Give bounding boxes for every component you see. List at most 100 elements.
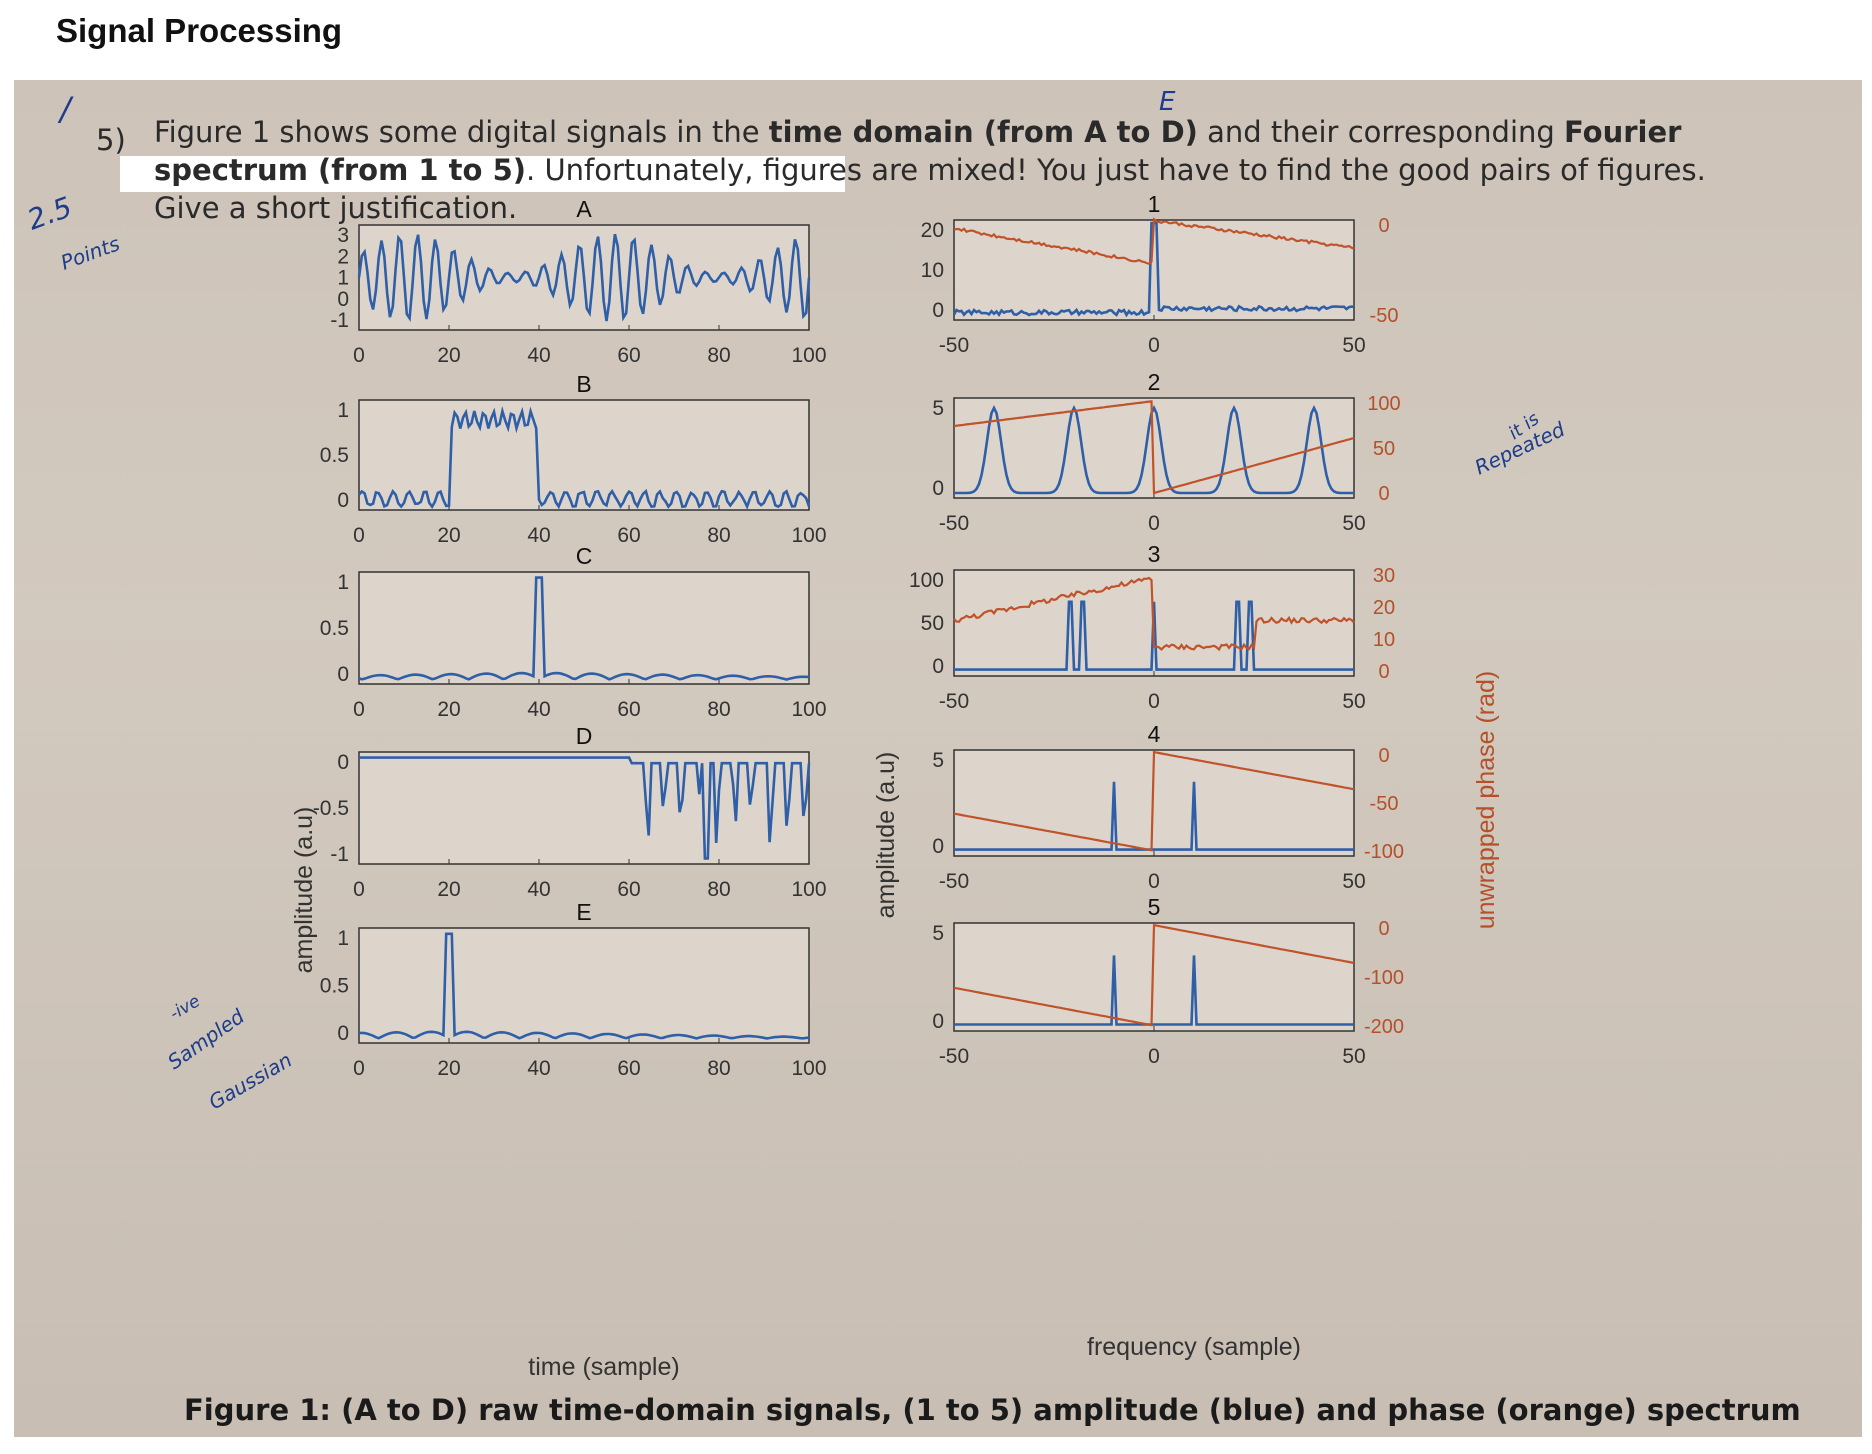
- margin-mark: /: [57, 90, 74, 128]
- x-tick-label: -50: [939, 1045, 969, 1068]
- x-tick-label: 20: [437, 878, 460, 901]
- x-tick-label: 100: [791, 344, 826, 367]
- x-tick-label: 0: [353, 878, 365, 901]
- x-tick-label: 50: [1342, 512, 1365, 535]
- x-tick-label: -50: [939, 690, 969, 713]
- signal-trace: [358, 576, 810, 681]
- y-tick-label: 3: [337, 224, 349, 247]
- page-header: Signal Processing: [56, 12, 343, 49]
- x-tick-label: 100: [791, 524, 826, 547]
- redaction-box: [120, 156, 845, 192]
- photo-of-exam-page: 5) Figure 1 shows some digital signals i…: [14, 80, 1862, 1437]
- y-tick-label: 0: [337, 288, 349, 311]
- y-tick-label: 0: [337, 751, 349, 774]
- amplitude-trace: [954, 955, 1354, 1026]
- y-right-tick-label: 0: [1378, 661, 1389, 683]
- panel-frame: [358, 571, 810, 685]
- y-tick-label: -1: [330, 309, 349, 332]
- y-right-tick-label: 0: [1378, 215, 1389, 237]
- panel-E: E 0 20 40 60 80 100 1 0.5 0: [320, 899, 827, 1080]
- question-line-1: Figure 1 shows some digital signals in t…: [154, 115, 1682, 149]
- signal-trace: [358, 406, 811, 510]
- x-tick-label: 60: [617, 524, 640, 547]
- x-tick-label: 60: [617, 1057, 640, 1080]
- x-tick-label: 20: [437, 698, 460, 721]
- panel-C: C 0 20 40 60 80 100 1 0.5 0: [320, 543, 827, 721]
- x-tick-label: 50: [1342, 870, 1365, 893]
- freq-ylabel: amplitude (a.u): [872, 752, 900, 919]
- y-tick-label: 2: [337, 245, 349, 268]
- question-text: 5) Figure 1 shows some digital signals i…: [96, 115, 1706, 225]
- y-tick-label: 1: [337, 399, 349, 422]
- points-word-annotation: Points: [58, 231, 123, 274]
- y-tick-label: 0: [337, 1022, 349, 1045]
- x-tick-label: 0: [1148, 512, 1160, 535]
- y-tick-label: 0.5: [320, 617, 349, 640]
- y-tick-label: -1: [330, 843, 349, 866]
- y-right-tick-label: 0: [1378, 918, 1389, 940]
- amplitude-trace: [954, 600, 1354, 671]
- x-tick-label: -50: [939, 334, 969, 357]
- panel-title: B: [576, 371, 591, 397]
- panel-frame: [358, 927, 810, 1044]
- y-tick-label: 1: [337, 571, 349, 594]
- x-tick-label: 50: [1342, 334, 1365, 357]
- x-tick-label: -50: [939, 870, 969, 893]
- y-tick-label: 0: [932, 299, 944, 322]
- panel-title: 3: [1148, 541, 1161, 567]
- x-tick-label: 20: [437, 344, 460, 367]
- y-tick-label: 5: [932, 397, 944, 420]
- gaussian-word: Gaussian: [205, 1048, 296, 1115]
- x-tick-label: 50: [1342, 690, 1365, 713]
- correction-letter: E: [1159, 87, 1176, 117]
- x-tick-label: 80: [707, 344, 730, 367]
- x-tick-label: 40: [527, 698, 550, 721]
- amplitude-trace: [954, 781, 1354, 851]
- panel-B: B 0 20 40 60 80 100 1 0.5 0: [320, 371, 827, 547]
- time-xlabel: time (sample): [528, 1353, 679, 1381]
- x-tick-label: 80: [707, 698, 730, 721]
- y-right-tick-label: -50: [1370, 793, 1399, 815]
- signal-trace: [357, 233, 811, 322]
- panel-D: D 0 20 40 60 80 100 0 -0.5 -1: [313, 723, 827, 901]
- y-tick-label: -0.5: [313, 797, 349, 820]
- y-tick-label: 0: [932, 477, 944, 500]
- x-tick-label: 0: [1148, 690, 1160, 713]
- x-tick-label: 60: [617, 698, 640, 721]
- y-tick-label: 100: [909, 569, 944, 592]
- y-tick-label: 10: [921, 259, 944, 282]
- amplitude-trace: [954, 405, 1354, 495]
- phase-trace: [953, 400, 1355, 495]
- panel-title: C: [576, 543, 593, 569]
- phase-trace: [953, 750, 1355, 852]
- phase-trace: [953, 217, 1355, 266]
- x-tick-label: 50: [1342, 1045, 1365, 1068]
- x-tick-label: 20: [437, 1057, 460, 1080]
- phase-ylabel: unwrapped phase (rad): [1472, 671, 1500, 930]
- panel-title: A: [576, 196, 592, 222]
- x-tick-label: 20: [437, 524, 460, 547]
- x-tick-label: 0: [353, 1057, 365, 1080]
- figure-caption: Figure 1: (A to D) raw time-domain signa…: [184, 1393, 1801, 1427]
- x-tick-label: 100: [791, 878, 826, 901]
- x-tick-label: 80: [707, 1057, 730, 1080]
- y-right-tick-label: 20: [1373, 597, 1395, 619]
- x-tick-label: 0: [353, 524, 365, 547]
- x-tick-label: 40: [527, 524, 550, 547]
- x-tick-label: 100: [791, 1057, 826, 1080]
- x-tick-label: 40: [527, 344, 550, 367]
- y-tick-label: 1: [337, 927, 349, 950]
- panel-1: 1 -50 0 50 20 10 0 0 -50: [921, 191, 1399, 357]
- panel-title: 2: [1148, 369, 1161, 395]
- y-tick-label: 0: [932, 1010, 944, 1033]
- y-tick-label: 5: [932, 749, 944, 772]
- y-right-tick-label: -50: [1370, 305, 1399, 327]
- y-right-tick-label: 50: [1373, 438, 1395, 460]
- question-line-3: Give a short justification.: [154, 191, 517, 225]
